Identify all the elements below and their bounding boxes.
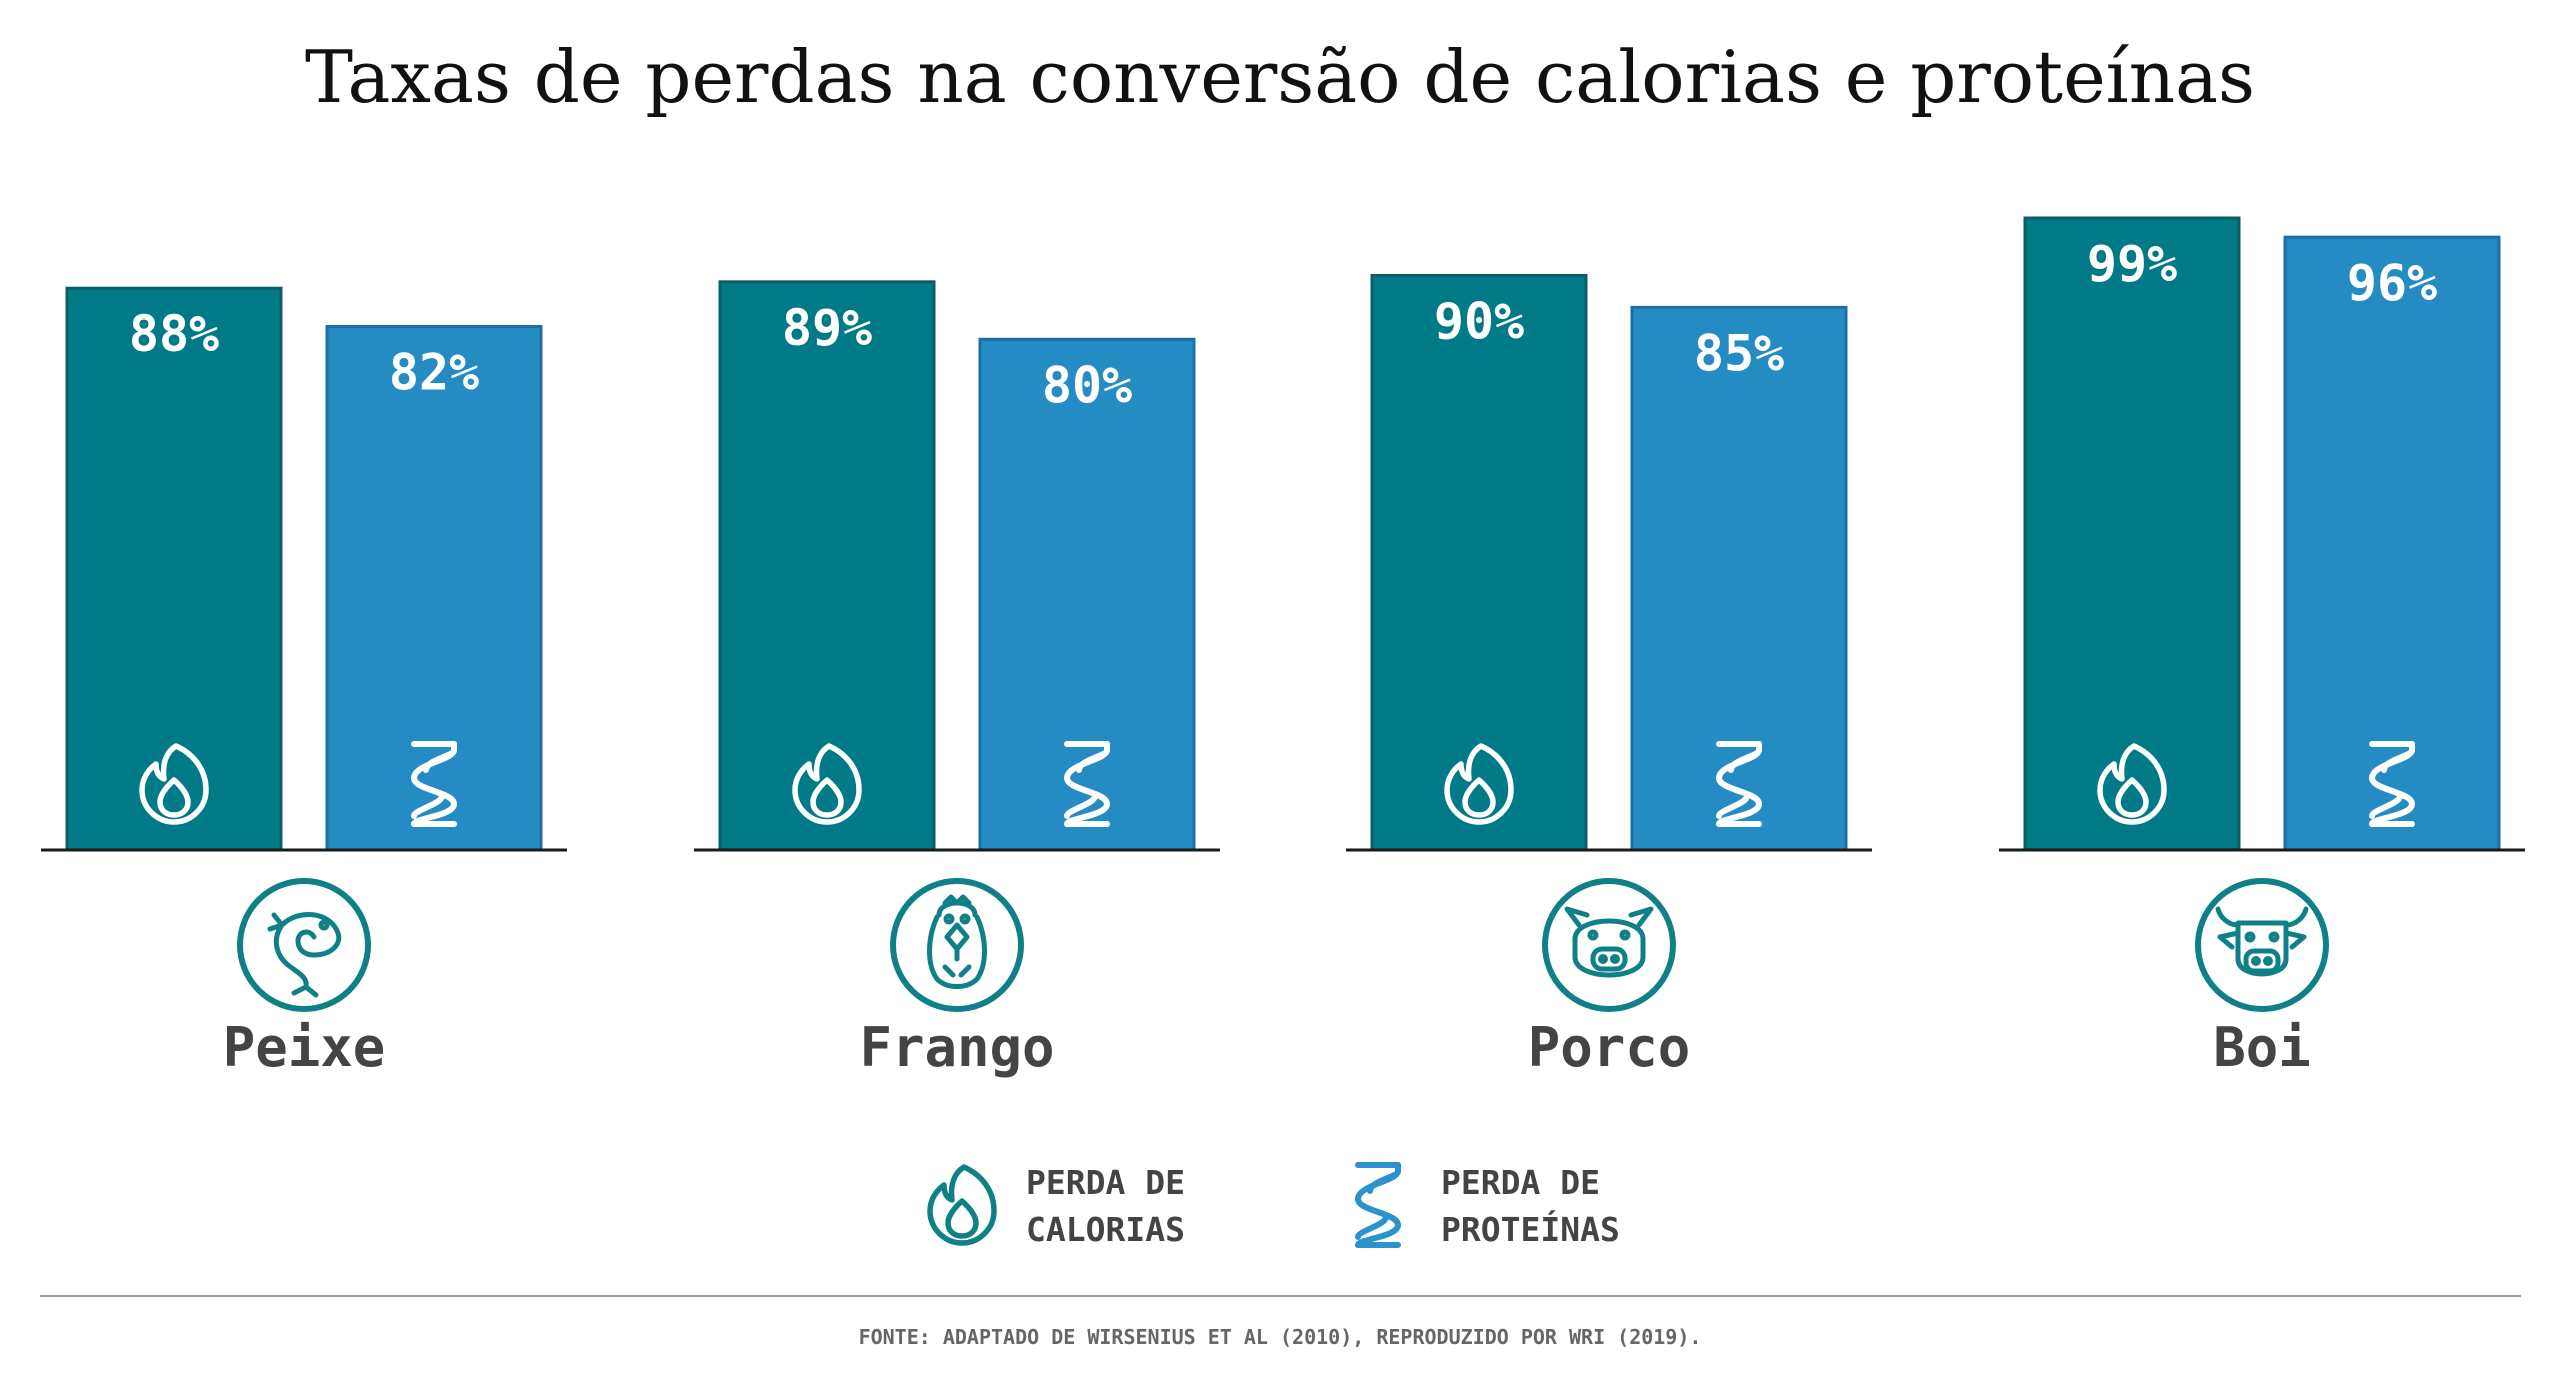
cow-icon	[2195, 878, 2329, 1012]
bar-calorias-peixe	[65, 286, 283, 852]
bar-value-label: 99%	[2087, 235, 2177, 293]
bar-proteinas-boi	[2283, 235, 2501, 852]
category-label: Peixe	[223, 1016, 386, 1079]
bar-proteinas-peixe	[325, 325, 543, 852]
category-label: Frango	[859, 1016, 1054, 1079]
category-label: Boi	[2213, 1016, 2311, 1079]
bar-calorias-porco	[1370, 273, 1588, 852]
legend-label: PROTEÍNAS	[1441, 1209, 1620, 1249]
protein-helix-icon	[1064, 741, 1110, 827]
legend-label: PERDA DE	[1026, 1163, 1185, 1202]
bar-proteinas-frango	[978, 337, 1196, 852]
bar-value-label: 96%	[2347, 254, 2437, 312]
protein-helix-icon	[2369, 741, 2415, 827]
bar-value-label: 88%	[129, 305, 219, 363]
legend-label: PERDA DE	[1441, 1163, 1600, 1202]
bar-value-label: 90%	[1434, 292, 1524, 350]
category-label: Porco	[1528, 1016, 1691, 1079]
legend: PERDA DE CALORIAS PERDA DE PROTEÍNAS	[927, 1162, 1620, 1249]
bar-calorias-boi	[2023, 216, 2241, 852]
protein-helix-icon	[1355, 1162, 1401, 1248]
flame-icon	[2097, 743, 2167, 825]
pig-icon	[1542, 878, 1676, 1012]
legend-label: CALORIAS	[1026, 1210, 1185, 1249]
legend-item-proteinas: PERDA DE PROTEÍNAS	[1355, 1162, 1620, 1249]
bar-value-label: 80%	[1042, 356, 1132, 414]
flame-icon	[1444, 743, 1514, 825]
legend-item-calorias: PERDA DE CALORIAS	[927, 1163, 1185, 1249]
flame-icon	[927, 1164, 997, 1246]
chart-title: Taxas de perdas na conversão de calorias…	[305, 35, 2255, 119]
protein-helix-icon	[411, 741, 457, 827]
bar-group-boi: 99% 96% Boi	[1999, 216, 2525, 1079]
bar-group-porco: 90% 85% Porco	[1346, 273, 1872, 1079]
bar-group-peixe: 88% 82% Peixe	[41, 286, 567, 1079]
bar-proteinas-porco	[1630, 305, 1848, 852]
flame-icon	[792, 743, 862, 825]
fish-icon	[237, 878, 371, 1012]
bar-value-label: 89%	[782, 299, 872, 357]
chicken-icon	[890, 878, 1024, 1012]
source-note: FONTE: ADAPTADO DE WIRSENIUS ET AL (2010…	[859, 1325, 1702, 1349]
bar-value-label: 82%	[389, 344, 479, 402]
bar-group-frango: 89% 80% Frango	[694, 280, 1220, 1079]
bar-calorias-frango	[718, 280, 936, 852]
flame-icon	[139, 743, 209, 825]
bar-value-label: 85%	[1694, 324, 1784, 382]
protein-helix-icon	[1716, 741, 1762, 827]
plot-area: 88% 82% Peixe 89% 80% Frango 90% 85% Porco 99% 96%…	[41, 216, 2525, 1079]
